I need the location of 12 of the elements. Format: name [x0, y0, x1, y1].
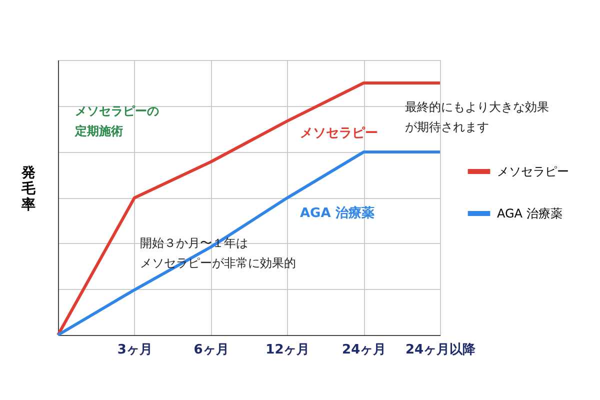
x-tick-label: 24ヶ月以降: [405, 342, 477, 358]
y-axis-title: 発毛率: [20, 165, 36, 213]
x-tick-label: 12ヶ月: [266, 342, 310, 358]
legend-label: メソセラピー: [497, 164, 569, 178]
x-tick-label: 24ヶ月: [342, 342, 386, 358]
x-tick-label: 3ヶ月: [117, 342, 152, 358]
annotation: 最終的にもより大きな効果が期待されます: [405, 100, 549, 134]
legend-label: AGA 治療薬: [497, 206, 562, 220]
text: メソセラピー: [300, 126, 378, 141]
x-tick-label: 6ヶ月: [194, 342, 229, 358]
text: AGA 治療薬: [300, 206, 374, 221]
annotation: メソセラピーの定期施術: [74, 104, 159, 138]
